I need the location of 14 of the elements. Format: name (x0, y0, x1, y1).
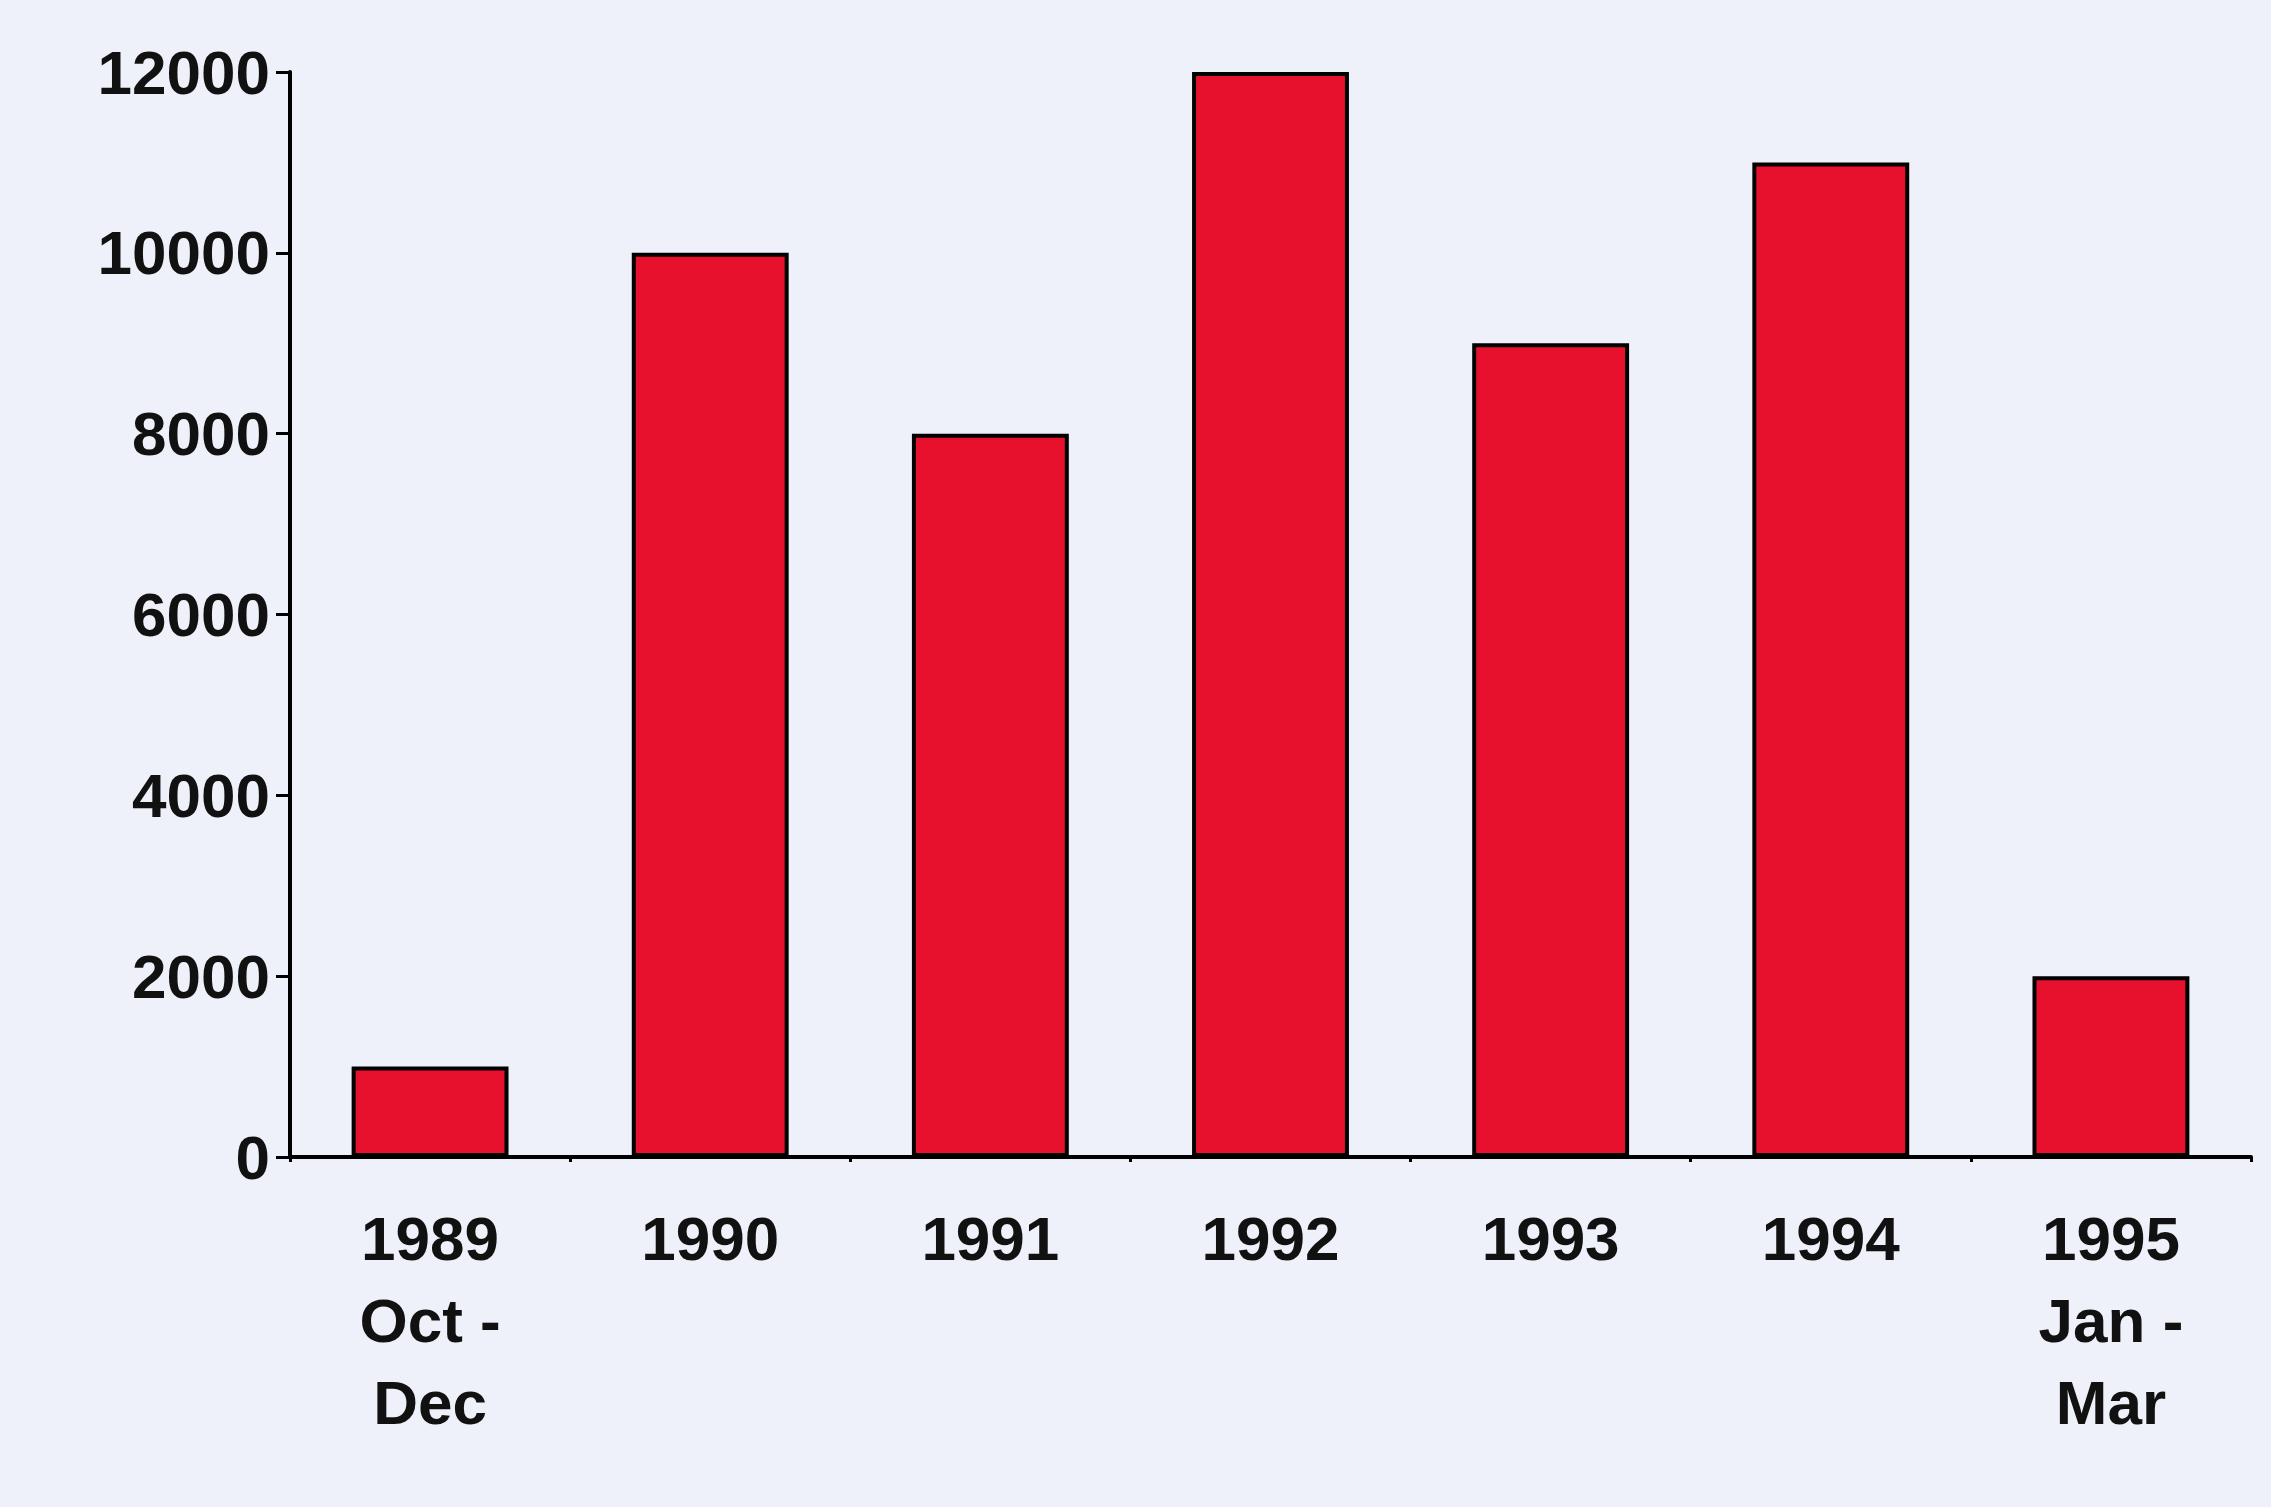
x-tick-label: 1991 (921, 1203, 1060, 1273)
y-tick-label: 6000 (132, 580, 270, 649)
x-tick-label: 1992 (1201, 1203, 1340, 1273)
y-tick-label: 10000 (97, 218, 270, 288)
x-tick-label: 1994 (1761, 1203, 1901, 1273)
y-tick-label: 12000 (97, 37, 270, 107)
x-tick-label: 1989 Oct - Dec (359, 1203, 501, 1437)
x-tick-label: 1993 (1481, 1203, 1620, 1273)
y-tick-label: 2000 (132, 941, 270, 1011)
y-tick-label: 0 (235, 1122, 270, 1192)
x-tick-label: 1990 (641, 1203, 780, 1273)
y-tick-label: 4000 (132, 760, 270, 830)
x-tick-label: 1995 Jan - Mar (2038, 1203, 2184, 1437)
y-tick-label: 8000 (132, 399, 270, 469)
